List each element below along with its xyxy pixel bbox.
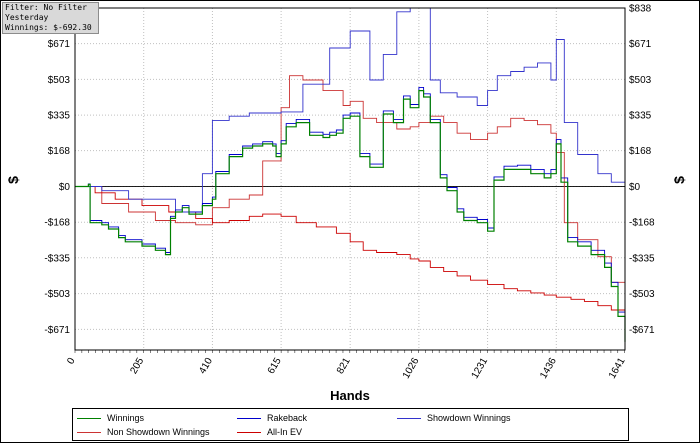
legend-swatch [77, 418, 101, 420]
y-axis-label-left: $ [5, 176, 21, 184]
legend-item-all-in-ev: All-In EV [233, 425, 302, 439]
x-tick-label: 1641 [607, 356, 628, 381]
legend: Winnings Rakeback Showdown Winnings Non Sho… [72, 408, 629, 441]
filter-info-box: Filter: No Filter Yesterday Winnings: $-… [2, 2, 99, 34]
date-range-line: Yesterday [5, 13, 49, 22]
x-tick-label: 1436 [538, 356, 559, 381]
x-tick-labels: 0 205 410 615 821 1026 1231 1436 1641 [65, 356, 628, 381]
y-tick-label-left: -$503 [44, 289, 70, 300]
filter-line: Filter: No Filter [5, 3, 87, 12]
legend-label: Winnings [107, 413, 145, 423]
x-tick-label: 410 [197, 356, 215, 376]
y-tick-label-right: $0 [629, 182, 641, 193]
series-line-all-in-ev [75, 186, 626, 325]
y-tick-label-right: -$168 [629, 218, 655, 229]
x-tick-label: 0 [65, 356, 78, 367]
right-y-tick-labels: $838 $671 $503 $335 $168 $0 -$168 -$335 -$503 -$6… [629, 4, 655, 336]
legend-item-rakeback: Rakeback [233, 411, 307, 425]
y-tick-label-right: -$671 [629, 325, 655, 336]
legend-label: Rakeback [267, 413, 308, 423]
y-tick-label-left: $0 [59, 182, 71, 193]
y-tick-label-left: -$168 [44, 218, 70, 229]
plot-area-border [74, 7, 626, 351]
y-tick-label-left: $503 [48, 75, 71, 86]
legend-swatch [77, 432, 101, 434]
y-tick-label-right: $671 [629, 39, 652, 50]
y-tick-label-left: $335 [48, 111, 71, 122]
legend-item-showdown-winnings: Showdown Winnings [393, 411, 511, 425]
y-axis-label-right: $ [671, 176, 687, 184]
y-tick-label-right: $503 [629, 75, 652, 86]
y-tick-label-right: -$503 [629, 289, 655, 300]
x-tick-label: 821 [335, 356, 353, 376]
legend-swatch [237, 418, 261, 420]
legend-label: Non Showdown Winnings [107, 427, 210, 437]
y-tick-label-left: -$335 [44, 253, 70, 264]
legend-swatch [237, 432, 261, 434]
series-line-rakeback [75, 86, 626, 338]
legend-label: All-In EV [267, 427, 303, 437]
x-tick-label: 1026 [401, 356, 422, 381]
legend-item-non-showdown-winnings: Non Showdown Winnings [73, 425, 210, 439]
x-tick-label: 1231 [470, 356, 491, 381]
winnings-line: Winnings: $-692.30 [5, 23, 92, 32]
legend-swatch [397, 418, 421, 420]
x-tick-label: 615 [266, 356, 284, 376]
series-line-non-showdown-winnings [75, 75, 626, 319]
plot-border [74, 7, 626, 351]
y-tick-label-right: -$335 [629, 253, 655, 264]
series-line-winnings [75, 90, 626, 342]
legend-label: Showdown Winnings [427, 413, 511, 423]
y-tick-label-right: $838 [629, 4, 652, 15]
series-layer [75, 7, 626, 342]
grid-lines [74, 7, 626, 353]
y-tick-label-left: $671 [48, 39, 71, 50]
legend-item-winnings: Winnings [73, 411, 144, 425]
x-tick-label: 205 [128, 356, 146, 376]
y-tick-label-left: -$671 [44, 325, 70, 336]
left-y-tick-labels: $671 $503 $335 $168 $0 -$168 -$335 -$503 -$671 [44, 39, 70, 336]
x-axis-label: Hands [330, 388, 370, 403]
y-tick-label-right: $168 [629, 146, 652, 157]
y-tick-label-left: $168 [48, 146, 71, 157]
y-tick-label-right: $335 [629, 111, 652, 122]
